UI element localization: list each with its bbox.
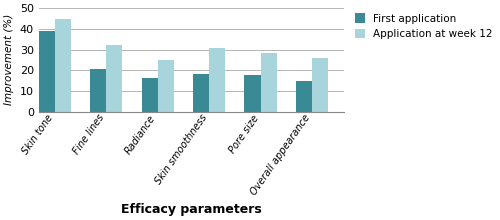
Bar [209,48,226,112]
Bar [244,75,260,112]
Bar [158,60,174,112]
Bar [312,58,328,112]
Bar [38,31,55,112]
Bar [296,81,312,112]
Bar [142,79,158,112]
Bar [90,69,106,112]
Legend: First application, Application at week 12: First application, Application at week 1… [352,11,495,41]
Bar [106,45,122,112]
X-axis label: Efficacy parameters: Efficacy parameters [121,203,262,216]
Bar [260,53,276,112]
Bar [193,74,209,112]
Bar [55,18,71,112]
Y-axis label: Improvement (%): Improvement (%) [4,14,14,105]
